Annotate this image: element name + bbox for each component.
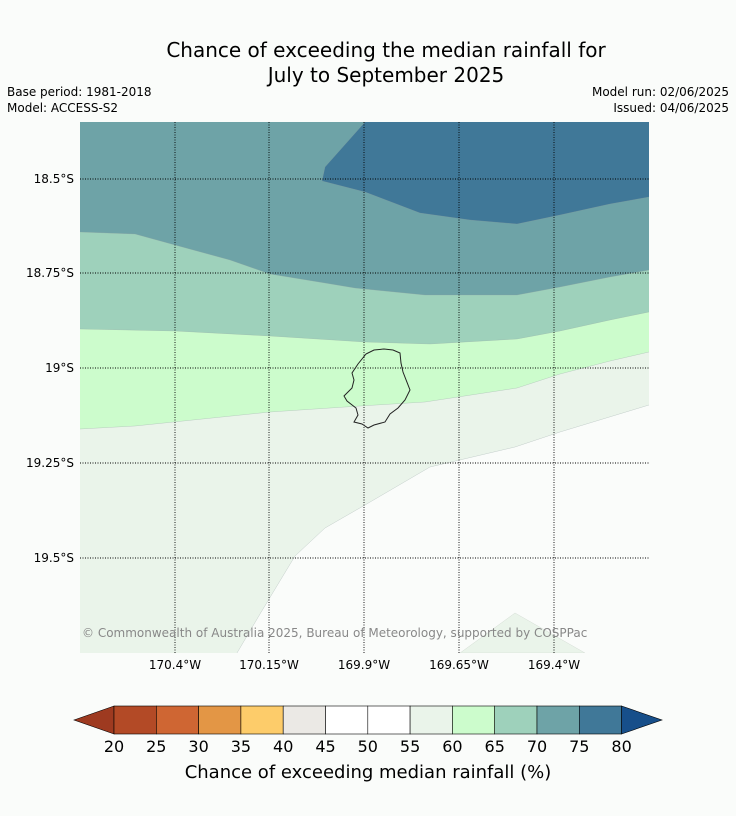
lon-label: 170.4°W: [149, 658, 201, 672]
contour-lines: [80, 122, 649, 653]
lat-label: 19°S: [45, 361, 74, 375]
lat-labels: 18.5°S 18.75°S 19°S 19.25°S 19.5°S: [26, 172, 74, 565]
colorbar-ticks: 20 25 30 35 40 45 50 55 60 65 70 75 80: [104, 737, 632, 756]
colorbar-swatch-30-35: [198, 705, 242, 735]
map-title: Chance of exceeding the median rainfall …: [0, 38, 736, 88]
island-outline: [343, 348, 411, 429]
base-period: Base period: 1981-2018: [7, 85, 152, 99]
colorbar-tick: 55: [400, 737, 420, 756]
colorbar-swatch-40-45: [282, 705, 326, 735]
model-name: Model: ACCESS-S2: [7, 101, 119, 115]
colorbar-swatch-55-60: [409, 705, 453, 735]
colorbar-tick: 50: [358, 737, 378, 756]
colorbar-label: Chance of exceeding median rainfall (%): [185, 762, 552, 783]
graticule: [80, 122, 649, 653]
colorbar-tick: 35: [231, 737, 251, 756]
lon-labels: 170.4°W 170.15°W 169.9°W 169.65°W 169.4°…: [149, 658, 580, 672]
lon-label: 169.65°W: [429, 658, 489, 672]
meta-left: Base period: 1981-2018 Model: ACCESS-S2: [7, 84, 152, 116]
colorbar-tick: 20: [104, 737, 124, 756]
colorbar-swatch-25-30: [156, 705, 199, 735]
colorbar-under-arrow: [73, 705, 115, 735]
lat-label: 18.75°S: [26, 266, 74, 280]
colorbar-tick: 75: [569, 737, 589, 756]
copyright-notice: © Commonwealth of Australia 2025, Bureau…: [82, 626, 587, 640]
colorbar-tick: 40: [273, 737, 293, 756]
model-run: Model run: 02/06/2025: [591, 85, 729, 99]
colorbar-swatch-70-75: [536, 705, 580, 735]
meta-right: Model run: 02/06/2025 Issued: 04/06/2025: [592, 84, 729, 116]
colorbar-swatch-20-25: [113, 705, 157, 735]
colorbar-swatch-75-80: [578, 705, 622, 735]
issued-date: Issued: 04/06/2025: [613, 101, 729, 115]
region-75-80: [322, 122, 649, 224]
colorbar-tick: 70: [527, 737, 547, 756]
lon-label: 170.15°W: [239, 658, 299, 672]
colorbar-tick: 25: [146, 737, 166, 756]
map-area: © Commonwealth of Australia 2025, Bureau…: [80, 122, 649, 653]
colorbar-tick: 45: [315, 737, 335, 756]
colorbar-swatch-65-70: [494, 705, 538, 735]
lon-label: 169.4°W: [528, 658, 580, 672]
colorbar-tick: 65: [485, 737, 505, 756]
colorbar-tick: 60: [442, 737, 462, 756]
lon-label: 169.9°W: [338, 658, 390, 672]
title-line-2: July to September 2025: [267, 63, 505, 87]
lat-label: 18.5°S: [34, 172, 74, 186]
colorbar-tick: 80: [611, 737, 631, 756]
colorbar-swatch-35-40: [240, 705, 284, 735]
colorbar-tick: 30: [188, 737, 208, 756]
title-line-1: Chance of exceeding the median rainfall …: [166, 38, 606, 62]
colorbar-swatch-50-55: [367, 705, 411, 735]
colorbar-over-arrow: [621, 705, 663, 735]
lat-label: 19.25°S: [26, 456, 74, 470]
colorbar-swatch-60-65: [452, 705, 495, 735]
lat-label: 19.5°S: [34, 551, 74, 565]
colorbar-swatch-45-50: [325, 705, 369, 735]
colorbar: [73, 705, 663, 735]
